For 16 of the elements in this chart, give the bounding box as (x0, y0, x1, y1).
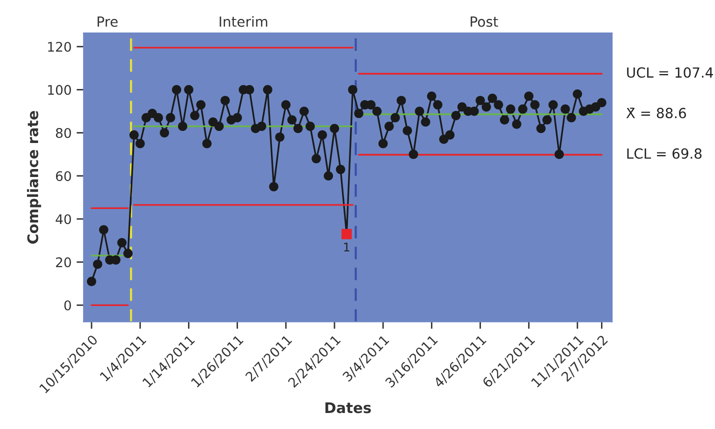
y-tick-label: 60 (56, 171, 71, 182)
text: X̄ = 88.6 (626, 108, 686, 118)
y-tick-label: 80 (56, 128, 71, 138)
y-tick-label: 0 (64, 300, 71, 310)
text: Pre (98, 16, 118, 27)
text: LCL = 69.8 (627, 148, 702, 159)
y-tick-label: 20 (56, 257, 71, 268)
y-axis-title: Compliance rate (26, 111, 42, 244)
text: Post (470, 16, 498, 27)
y-tick-label: 40 (56, 214, 71, 224)
y-tick-label: 100 (48, 84, 71, 95)
annotation: 1 (344, 242, 350, 252)
text: UCL = 107.4 (627, 67, 713, 78)
x-axis-title: Dates (325, 402, 371, 414)
text: Interim (220, 16, 268, 27)
y-tick-label: 120 (48, 42, 71, 52)
